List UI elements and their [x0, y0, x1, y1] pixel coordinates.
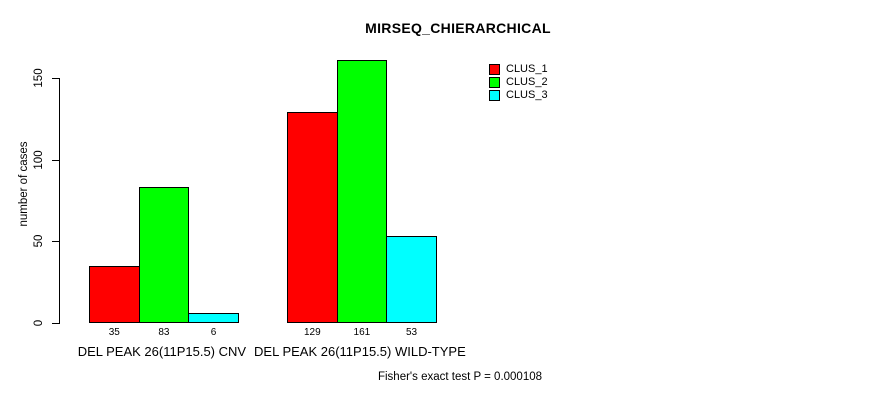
chart-title: MIRSEQ_CHIERARCHICAL: [365, 20, 551, 36]
y-tick-label: 150: [33, 68, 45, 88]
y-tick: [52, 78, 60, 79]
bar-value-label: 35: [108, 327, 120, 338]
y-tick: [52, 159, 60, 161]
bar: [336, 60, 388, 323]
legend-label: CLUS_2: [506, 76, 548, 88]
legend-swatch: [489, 77, 500, 88]
y-axis-label: number of cases: [18, 141, 30, 227]
y-tick-label: 0: [33, 319, 45, 327]
bar: [386, 236, 437, 323]
bar: [89, 265, 140, 323]
bar-value-label: 129: [303, 327, 321, 338]
bar-value-label: 6: [210, 327, 217, 338]
bar: [287, 112, 338, 323]
bar: [138, 187, 190, 323]
legend-swatch: [489, 64, 500, 75]
legend-label: CLUS_3: [506, 89, 548, 101]
y-axis-line: [59, 78, 60, 324]
legend-swatch: [489, 90, 500, 101]
bar: [188, 313, 239, 323]
bar-value-label: 83: [158, 327, 170, 338]
bar-value-label: 53: [405, 327, 418, 338]
y-tick: [52, 323, 60, 324]
category-label: DEL PEAK 26(11P15.5) WILD-TYPE: [254, 344, 466, 359]
legend-label: CLUS_1: [506, 63, 548, 75]
category-label: DEL PEAK 26(11P15.5) CNV: [77, 344, 247, 359]
bar-value-label: 161: [353, 327, 371, 338]
y-tick: [52, 241, 60, 243]
y-tick-label: 100: [33, 150, 45, 170]
annotation-fisher-test: Fisher's exact test P = 0.000108: [377, 371, 543, 383]
y-tick-label: 50: [33, 234, 45, 248]
